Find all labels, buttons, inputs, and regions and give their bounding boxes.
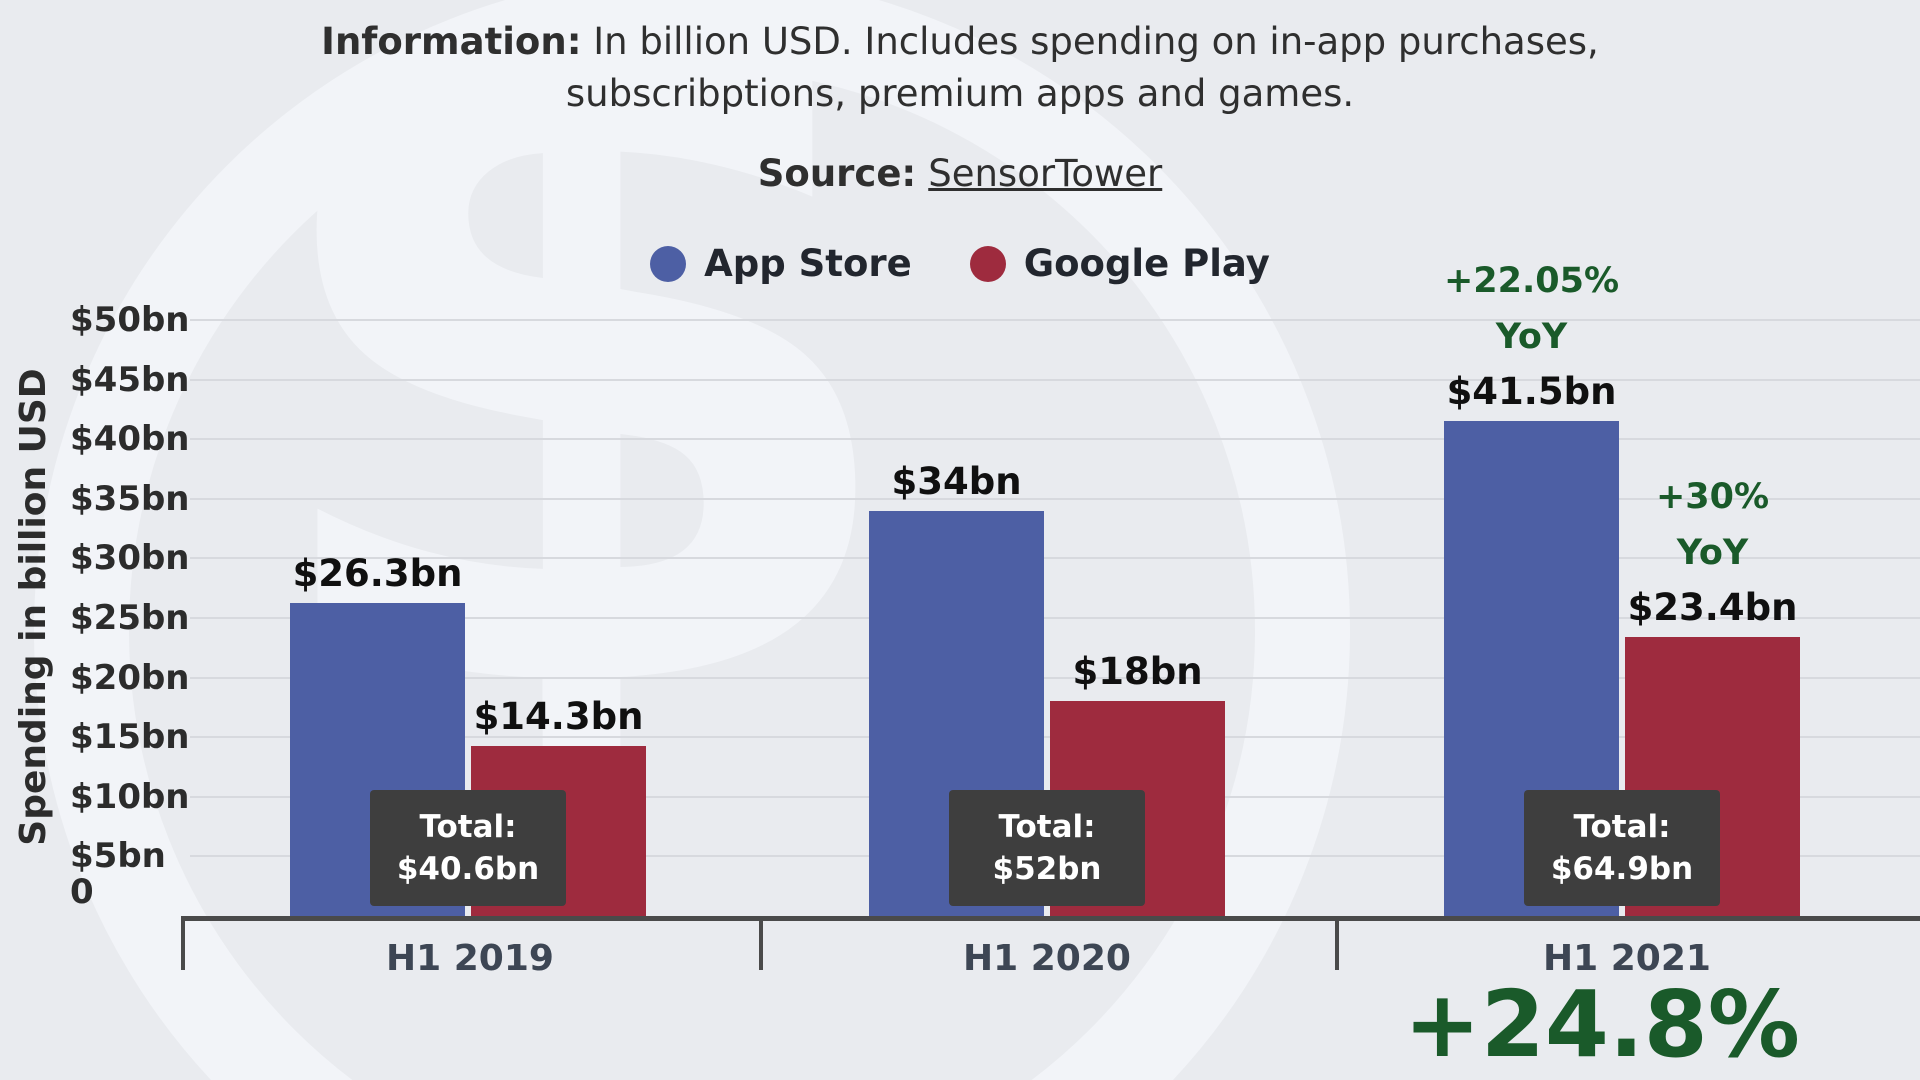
y-axis-tick-label: $35bn	[70, 478, 190, 519]
info-line-2: subscribptions, premium apps and games.	[565, 72, 1355, 115]
chart-header: Information: In billion USD. Includes sp…	[0, 16, 1920, 200]
gridline	[190, 557, 1920, 560]
y-axis-tick-label: 0	[70, 872, 94, 912]
info-line-1: Information: In billion USD. Includes sp…	[0, 16, 1920, 68]
bar-value-label-app-store-h1-2020: $34bn	[891, 459, 1022, 503]
legend-swatch-app-store-icon	[650, 245, 687, 282]
total-value: $64.9bn	[1550, 851, 1694, 887]
gridline	[190, 497, 1920, 500]
source-link[interactable]: SensorTower	[928, 152, 1163, 195]
x-axis-tick	[1335, 918, 1339, 970]
total-label: Total:	[1573, 809, 1671, 845]
y-axis-tick-label: $5bn	[70, 836, 166, 877]
y-axis-tick-label: $45bn	[70, 359, 190, 400]
total-value: $52bn	[992, 851, 1102, 887]
total-label: Total:	[419, 809, 517, 845]
x-axis-category-label-h1-2020: H1 2020	[963, 938, 1131, 979]
x-axis-tick	[759, 918, 763, 970]
legend-item-app-store: App Store	[650, 242, 912, 285]
gridline	[190, 617, 1920, 619]
total-box-h1-2021: Total: $64.9bn	[1524, 790, 1720, 906]
legend-swatch-google-play-icon	[969, 245, 1006, 282]
gridline	[190, 438, 1920, 441]
total-label: Total:	[998, 809, 1096, 845]
yoy-annotation-line1-app-store: +22.05%	[1443, 261, 1620, 302]
legend-label-google-play: Google Play	[1023, 242, 1270, 285]
bar-value-label-google-play-h1-2021: $23.4bn	[1627, 586, 1798, 630]
gridline	[190, 319, 1920, 321]
x-axis-category-label-h1-2019: H1 2019	[386, 938, 554, 979]
overall-growth-label: +24.8%	[1403, 971, 1800, 1078]
y-axis-tick-label: $40bn	[70, 419, 190, 460]
y-axis-tick-label: $10bn	[70, 776, 190, 817]
total-box-h1-2019: Total: $40.6bn	[370, 790, 566, 906]
y-axis-tick-label: $15bn	[70, 717, 190, 758]
total-value: $40.6bn	[396, 851, 540, 887]
bar-value-label-google-play-h1-2019: $14.3bn	[473, 694, 644, 738]
source-label: Source:	[757, 152, 917, 195]
chart-legend: App Store Google Play	[0, 242, 1920, 285]
bar-value-label-app-store-h1-2019: $26.3bn	[292, 551, 463, 595]
y-axis-tick-label: $25bn	[70, 598, 190, 638]
yoy-annotation-line2-google-play: YoY	[1676, 533, 1749, 574]
x-axis-category-label-h1-2021: H1 2021	[1543, 938, 1711, 979]
source-line: Source: SensorTower	[0, 148, 1920, 200]
y-axis-tick-label: $20bn	[70, 657, 190, 698]
gridline	[190, 676, 1920, 679]
info-label: Information:	[321, 20, 582, 63]
y-axis-tick-label: $50bn	[70, 300, 190, 340]
legend-item-google-play: Google Play	[969, 242, 1270, 285]
info-text-1: In billion USD. Includes spending on in-…	[581, 20, 1599, 63]
y-axis-tick-label: $30bn	[70, 538, 190, 579]
bar-value-label-google-play-h1-2020: $18bn	[1072, 650, 1203, 694]
gridline	[190, 378, 1920, 381]
y-axis-title: Spending in billion USD	[13, 368, 54, 846]
x-axis-tick	[181, 918, 185, 970]
bar-value-label-app-store-h1-2021: $41.5bn	[1446, 370, 1617, 414]
yoy-annotation-line1-google-play: +30%	[1655, 477, 1770, 518]
x-axis-line	[181, 916, 1920, 921]
legend-label-app-store: App Store	[704, 242, 912, 285]
yoy-annotation-line2-app-store: YoY	[1495, 317, 1568, 358]
total-box-h1-2020: Total: $52bn	[949, 790, 1145, 906]
